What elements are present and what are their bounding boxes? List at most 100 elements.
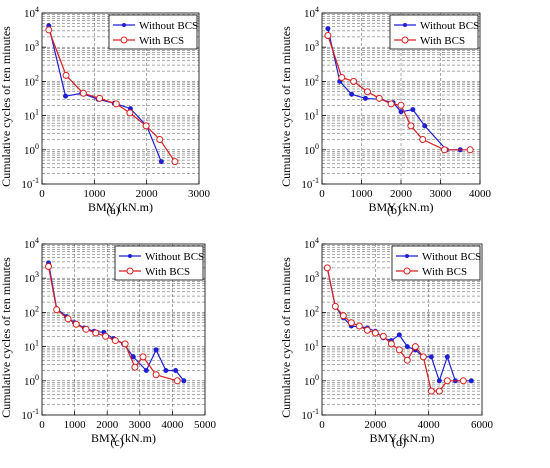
series-with-bcs — [45, 26, 179, 166]
y-tick-label: 104 — [304, 5, 319, 20]
x-tick-label: 5000 — [194, 419, 217, 431]
y-axis-label: Cumulative cycles of ten minutes — [0, 257, 13, 418]
chart-panel-d: 10-1 100 101 102 103 104 0 2000 4000 6000 BMY (kN.… — [279, 236, 494, 449]
data-point — [371, 329, 379, 337]
data-point — [436, 378, 442, 384]
x-tick-label: 3000 — [129, 419, 152, 431]
x-tick-label: 4000 — [469, 188, 492, 200]
chart-panel-b: 10-1 100 101 102 103 104 0 1000 2000 3000 4000 BMY … — [279, 5, 492, 217]
data-point — [158, 159, 164, 165]
legend-marker — [403, 23, 407, 27]
data-point — [387, 100, 395, 108]
plot-frame — [41, 12, 200, 185]
data-point — [325, 26, 331, 32]
data-point — [407, 122, 415, 130]
data-point — [121, 340, 129, 348]
legend: Without BCS With BCS — [114, 245, 204, 281]
data-point — [139, 353, 147, 361]
x-tick-label: 2000 — [364, 419, 387, 431]
data-point — [435, 387, 443, 395]
legend-label: With BCS — [422, 266, 467, 278]
y-axis-label: Cumulative cycles of ten minutes — [279, 26, 293, 187]
data-point — [331, 302, 339, 310]
x-axis-label: BMY (kN.m) — [369, 200, 434, 214]
y-tick-label: 102 — [304, 304, 319, 319]
x-tick-label: 6000 — [471, 419, 494, 431]
y-tick-label: 104 — [24, 236, 39, 251]
panel-label: (b) — [387, 203, 401, 217]
y-tick-label: 103 — [24, 270, 39, 285]
y-tick-label: 100 — [304, 373, 319, 388]
legend-label: Without BCS — [139, 20, 198, 32]
x-tick-label: 0 — [39, 188, 45, 200]
data-point — [163, 368, 169, 374]
data-point — [72, 320, 80, 328]
data-point — [349, 91, 355, 97]
data-point — [181, 378, 187, 384]
x-tick-label: 4000 — [161, 419, 184, 431]
data-point — [355, 322, 363, 330]
y-tick-label: 102 — [304, 73, 319, 88]
legend-marker — [405, 254, 409, 258]
data-point — [410, 107, 416, 113]
data-point — [422, 123, 428, 129]
legend-label: Without BCS — [420, 20, 479, 32]
data-point — [102, 332, 110, 340]
data-point — [338, 74, 346, 82]
y-tick-label: 101 — [304, 339, 319, 354]
data-point — [398, 109, 404, 115]
legend: Without BCS With BCS — [391, 245, 481, 281]
data-point — [153, 347, 159, 353]
x-tick-label: 0 — [319, 419, 325, 431]
data-point — [82, 325, 90, 333]
panel-label: (d) — [392, 435, 406, 449]
data-point — [126, 109, 134, 117]
data-point — [64, 315, 72, 323]
data-point — [173, 368, 179, 374]
x-axis-label: BMY (kN.m) — [91, 431, 156, 445]
data-point — [156, 136, 164, 144]
data-point — [111, 337, 119, 345]
data-point — [411, 343, 419, 351]
data-point — [428, 354, 434, 360]
legend-marker — [401, 36, 409, 44]
chart-panel-c: 10-1 100 101 102 103 104 0 1000 2000 3000 4000 5000… — [0, 236, 217, 449]
legend-box — [389, 14, 479, 50]
legend-marker — [120, 36, 128, 44]
x-tick-label: 1000 — [64, 419, 87, 431]
legend-label: Without BCS — [422, 251, 481, 263]
data-point — [142, 122, 150, 130]
data-point — [62, 71, 70, 79]
panel-label: (c) — [110, 435, 123, 449]
legend-marker — [403, 267, 411, 275]
y-axis-label: Cumulative cycles of ten minutes — [0, 26, 13, 187]
data-point — [45, 26, 53, 34]
legend-label: With BCS — [145, 266, 190, 278]
legend-marker — [122, 23, 126, 27]
data-point — [363, 88, 371, 96]
x-tick-label: 3000 — [430, 188, 453, 200]
y-tick-label: 101 — [24, 339, 39, 354]
data-point — [379, 332, 387, 340]
data-point — [350, 77, 358, 85]
data-point — [63, 93, 69, 99]
data-point — [362, 95, 368, 101]
x-tick-label: 0 — [39, 419, 45, 431]
data-point — [173, 377, 181, 385]
legend-label: Without BCS — [145, 251, 204, 263]
y-tick-label: 104 — [304, 236, 319, 251]
data-point — [444, 354, 450, 360]
data-point — [131, 363, 139, 371]
data-point — [395, 346, 403, 354]
plot-frame — [321, 243, 483, 416]
y-tick-label: 10-1 — [301, 176, 319, 191]
data-point — [339, 312, 347, 320]
data-point — [45, 262, 53, 270]
y-tick-label: 100 — [304, 142, 319, 157]
y-tick-label: 103 — [304, 270, 319, 285]
data-point — [468, 378, 474, 384]
series-with-bcs — [324, 31, 474, 154]
x-tick-label: 1000 — [351, 188, 374, 200]
y-tick-label: 104 — [24, 5, 39, 20]
